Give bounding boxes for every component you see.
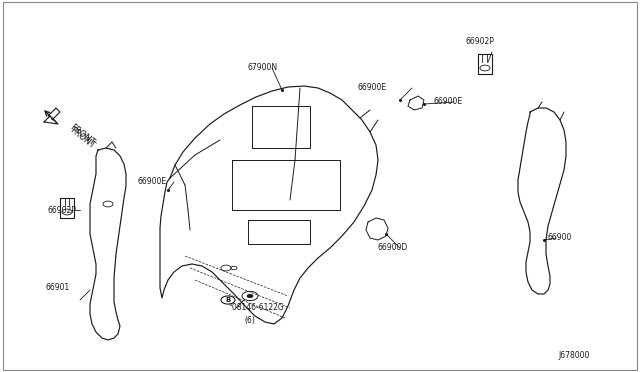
Text: 66901: 66901 — [45, 282, 69, 292]
Text: (6): (6) — [244, 315, 255, 324]
Text: FRONT: FRONT — [68, 126, 96, 150]
Text: 66900E: 66900E — [138, 177, 167, 186]
Text: 66900E: 66900E — [358, 83, 387, 93]
Text: 66902P: 66902P — [48, 205, 77, 215]
Text: 66900: 66900 — [548, 234, 572, 243]
Circle shape — [247, 294, 253, 298]
Text: °08146-6122G: °08146-6122G — [228, 304, 284, 312]
Text: 67900N: 67900N — [248, 64, 278, 73]
Text: 66902P: 66902P — [466, 38, 495, 46]
Text: 66900E: 66900E — [434, 97, 463, 106]
Text: 66900D: 66900D — [378, 244, 408, 253]
Text: B: B — [225, 297, 230, 303]
Text: FRONT: FRONT — [68, 123, 96, 147]
Text: J678000: J678000 — [558, 350, 589, 359]
